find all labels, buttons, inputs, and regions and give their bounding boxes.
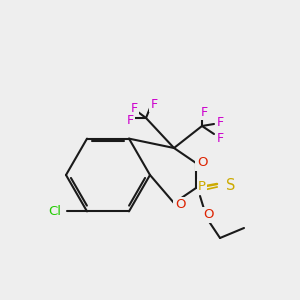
- Text: F: F: [130, 101, 138, 115]
- Text: F: F: [216, 116, 224, 128]
- Text: S: S: [226, 178, 236, 193]
- Text: O: O: [204, 208, 214, 221]
- Text: P: P: [198, 181, 206, 194]
- Text: F: F: [216, 131, 224, 145]
- Text: Cl: Cl: [49, 205, 62, 218]
- Text: F: F: [150, 98, 158, 110]
- Text: O: O: [197, 157, 207, 169]
- Text: F: F: [200, 106, 208, 118]
- Text: O: O: [175, 199, 185, 212]
- Text: F: F: [126, 113, 134, 127]
